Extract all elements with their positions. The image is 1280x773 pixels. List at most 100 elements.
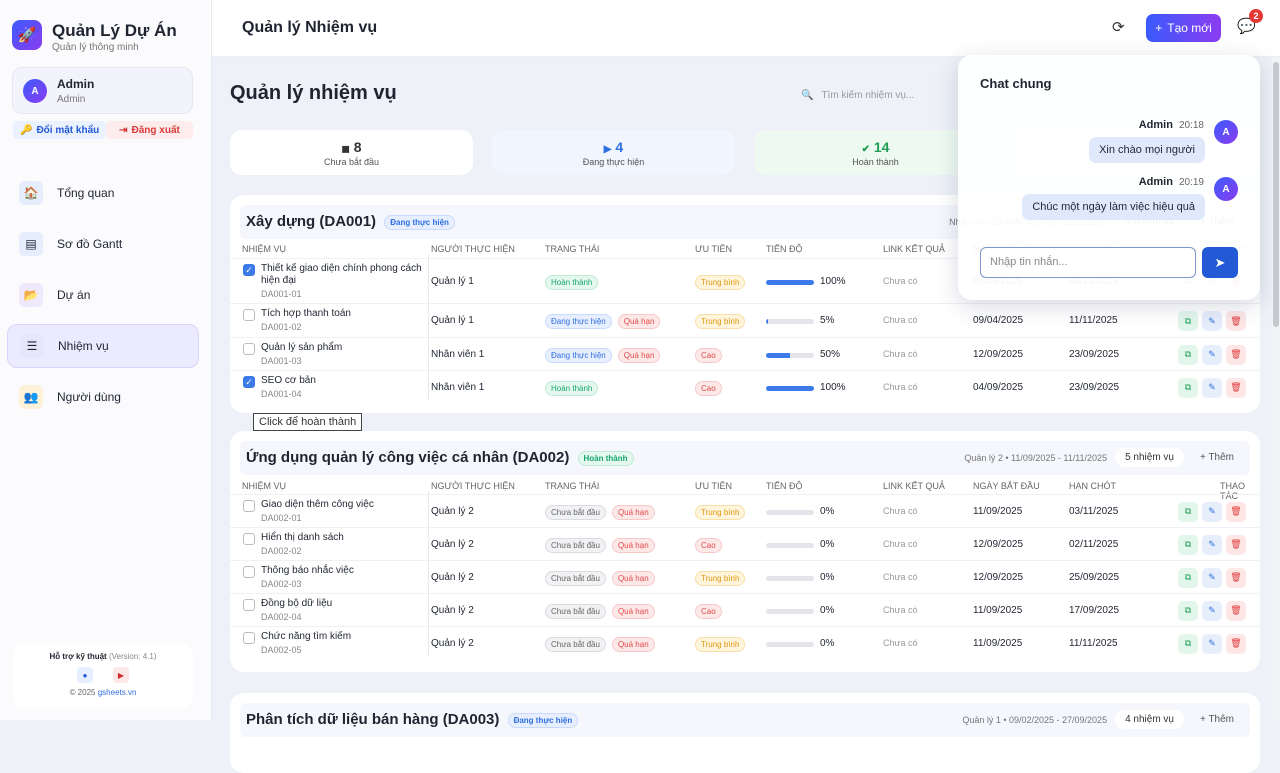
trash-icon[interactable]: 🗑 bbox=[1226, 311, 1246, 331]
change-password-button[interactable]: 🔑 Đổi mật khẩu bbox=[13, 121, 107, 139]
edit-icon[interactable]: ✎ bbox=[1202, 377, 1222, 398]
edit-icon[interactable]: ✎ bbox=[1202, 311, 1222, 331]
messenger-icon[interactable]: ● bbox=[77, 667, 93, 683]
task-checkbox[interactable] bbox=[243, 632, 255, 644]
edit-icon[interactable]: ✎ bbox=[1202, 501, 1222, 522]
task-checkbox[interactable] bbox=[243, 343, 255, 355]
task-name[interactable]: Quản lý sản phẩm bbox=[261, 342, 343, 353]
trash-icon[interactable]: 🗑 bbox=[1226, 501, 1246, 522]
refresh-icon[interactable]: ⟳ bbox=[1112, 19, 1125, 36]
progress-percent: 100% bbox=[820, 275, 846, 287]
status-badge: Chưa bắt đầu bbox=[545, 603, 606, 619]
task-id: DA001-04 bbox=[261, 389, 302, 399]
version: (Version: 4.1) bbox=[108, 652, 157, 661]
task-name[interactable]: Giao diện thêm công việc bbox=[261, 499, 374, 510]
status-badges: Chưa bắt đầu Quá hạn bbox=[545, 636, 661, 652]
priority-cell: Trung bình bbox=[695, 314, 746, 329]
sidebar-item-0[interactable]: 🏠 Tổng quan bbox=[7, 171, 199, 215]
progress-bar bbox=[766, 575, 814, 581]
table-row: Tích hợp thanh toán DA001-02 Quản lý 1 Đ… bbox=[230, 303, 1260, 337]
trash-icon[interactable]: 🗑 bbox=[1226, 344, 1246, 365]
result-link: Chưa có bbox=[883, 381, 918, 392]
trash-icon[interactable]: 🗑 bbox=[1226, 633, 1246, 654]
logout-button[interactable]: ⇥ Đăng xuất bbox=[106, 121, 193, 139]
project-card: Phân tích dữ liệu bán hàng (DA003) Đang … bbox=[230, 693, 1260, 773]
trash-icon[interactable]: 🗑 bbox=[1226, 534, 1246, 555]
column-header: TRẠNG THÁI bbox=[545, 244, 600, 254]
youtube-icon[interactable]: ▶ bbox=[113, 667, 129, 683]
stat-label: Hoàn thành bbox=[852, 157, 899, 167]
sidebar-item-3[interactable]: ☰ Nhiệm vụ bbox=[7, 324, 199, 368]
copy-icon[interactable]: ⧉ bbox=[1178, 344, 1198, 365]
column-header: ƯU TIÊN bbox=[695, 244, 733, 254]
chat-icon[interactable]: 💬 bbox=[1237, 18, 1256, 35]
sidebar-item-4[interactable]: 👥 Người dùng bbox=[7, 375, 199, 419]
task-checkbox[interactable]: ✓ bbox=[243, 376, 255, 388]
site-link[interactable]: gsheets.vn bbox=[97, 688, 137, 697]
edit-icon[interactable]: ✎ bbox=[1202, 633, 1222, 654]
nav-icon: 🏠 bbox=[19, 181, 43, 205]
scrollbar-thumb[interactable] bbox=[1273, 62, 1279, 327]
copy-icon[interactable]: ⧉ bbox=[1178, 311, 1198, 331]
trash-icon[interactable]: 🗑 bbox=[1226, 567, 1246, 588]
start-date: 11/09/2025 bbox=[973, 637, 1023, 649]
priority-cell: Cao bbox=[695, 347, 722, 363]
deadline: 03/11/2025 bbox=[1069, 505, 1119, 517]
trash-icon[interactable]: 🗑 bbox=[1226, 600, 1246, 621]
status-badges: Đang thực hiện Quá hạn bbox=[545, 314, 666, 329]
task-name[interactable]: SEO cơ bản bbox=[261, 375, 316, 386]
create-button[interactable]: + Tạo mới bbox=[1146, 14, 1221, 42]
priority-cell: Trung bình bbox=[695, 504, 746, 520]
task-checkbox[interactable]: ✓ bbox=[243, 264, 255, 276]
create-label: Tạo mới bbox=[1167, 21, 1212, 35]
copy-icon[interactable]: ⧉ bbox=[1178, 567, 1198, 588]
deadline: 02/11/2025 bbox=[1069, 538, 1119, 550]
task-checkbox[interactable] bbox=[243, 309, 255, 321]
send-button[interactable]: ➤ bbox=[1202, 247, 1238, 278]
edit-icon[interactable]: ✎ bbox=[1202, 534, 1222, 555]
trash-icon[interactable]: 🗑 bbox=[1226, 377, 1246, 398]
status-badge: Đang thực hiện bbox=[545, 314, 612, 329]
table-row: Chức năng tìm kiếm DA002-05 Quản lý 2 Ch… bbox=[230, 626, 1260, 659]
task-name[interactable]: Đồng bộ dữ liệu bbox=[261, 598, 333, 609]
copy-icon[interactable]: ⧉ bbox=[1178, 534, 1198, 555]
stat-value: 8 bbox=[353, 139, 362, 155]
add-task-button[interactable]: + Thêm bbox=[1200, 452, 1234, 463]
assignee: Quản lý 1 bbox=[431, 275, 474, 287]
edit-icon[interactable]: ✎ bbox=[1202, 344, 1222, 365]
priority-badge: Cao bbox=[695, 603, 722, 619]
edit-icon[interactable]: ✎ bbox=[1202, 600, 1222, 621]
chat-title: Chat chung bbox=[980, 76, 1052, 91]
copy-icon[interactable]: ⧉ bbox=[1178, 501, 1198, 522]
tooltip: Click để hoàn thành bbox=[253, 413, 363, 431]
start-date: 12/09/2025 bbox=[973, 571, 1024, 583]
sidebar-item-2[interactable]: 📂 Dự án bbox=[7, 273, 199, 317]
task-name[interactable]: Hiển thị danh sách bbox=[261, 532, 344, 543]
chat-message-input[interactable]: Nhập tin nhắn... bbox=[980, 247, 1196, 278]
column-header: NHIỆM VỤ bbox=[242, 481, 287, 491]
scrollbar[interactable] bbox=[1272, 57, 1280, 720]
priority-cell: Cao bbox=[695, 603, 722, 619]
task-checkbox[interactable] bbox=[243, 500, 255, 512]
task-name[interactable]: Thiết kế giao diện chính phong cách hiện… bbox=[261, 263, 422, 286]
task-checkbox[interactable] bbox=[243, 599, 255, 611]
table-row: Quản lý sản phẩm DA001-03 Nhân viên 1 Đa… bbox=[230, 337, 1260, 370]
search-input[interactable]: 🔍 Tìm kiếm nhiệm vụ... bbox=[795, 82, 955, 108]
copy-icon[interactable]: ⧉ bbox=[1178, 377, 1198, 398]
task-name[interactable]: Chức năng tìm kiếm bbox=[261, 631, 352, 642]
task-checkbox[interactable] bbox=[243, 566, 255, 578]
table-row: Giao diện thêm công việc DA002-01 Quản l… bbox=[230, 494, 1260, 527]
task-name[interactable]: Tích hợp thanh toán bbox=[261, 308, 351, 319]
user-role: Admin bbox=[57, 94, 86, 105]
task-name[interactable]: Thông báo nhắc việc bbox=[261, 565, 354, 576]
task-checkbox[interactable] bbox=[243, 533, 255, 545]
result-link: Chưa có bbox=[883, 604, 918, 615]
copy-icon[interactable]: ⧉ bbox=[1178, 633, 1198, 654]
edit-icon[interactable]: ✎ bbox=[1202, 567, 1222, 588]
sidebar-item-1[interactable]: ▤ Sơ đồ Gantt bbox=[7, 222, 199, 266]
column-header: LINK KẾT QUẢ bbox=[883, 481, 945, 491]
app-subtitle: Quản lý thông minh bbox=[52, 42, 139, 53]
copy-icon[interactable]: ⧉ bbox=[1178, 600, 1198, 621]
progress-fill bbox=[766, 279, 814, 285]
progress-bar bbox=[766, 608, 814, 614]
